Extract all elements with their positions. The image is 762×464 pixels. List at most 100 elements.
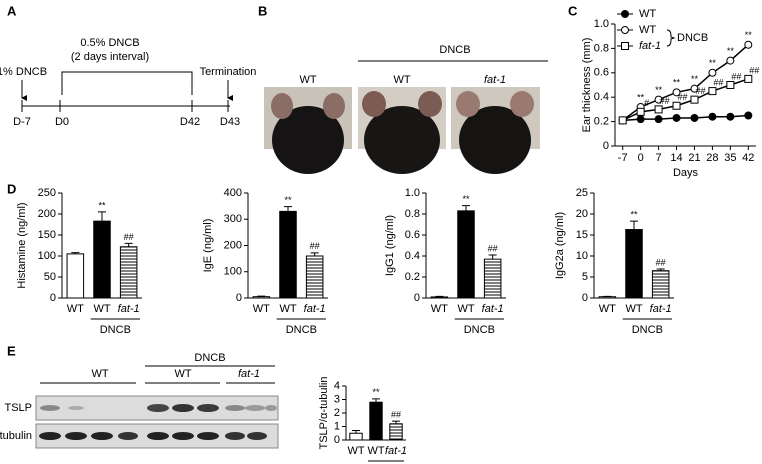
error-bar [656, 268, 665, 271]
y-tick-label: 0 [334, 434, 340, 446]
bar [369, 401, 383, 441]
y-tick-label: 0 [236, 292, 242, 304]
photo [358, 87, 446, 174]
x-tick-label: fat-1 [118, 303, 140, 315]
photo-label: WT [393, 74, 410, 86]
bar [457, 210, 475, 299]
bar [483, 258, 502, 299]
x-tick-label: WT [67, 303, 84, 315]
panel-label: B [258, 3, 267, 18]
y-tick-label: 150 [38, 229, 56, 241]
bar [625, 229, 643, 299]
error-bar [352, 430, 360, 434]
y-axis-label: Histamine (ng/ml) [16, 202, 28, 288]
error-bar [257, 295, 266, 297]
significance: ** [727, 46, 735, 56]
bar [305, 255, 324, 299]
data-point [708, 112, 717, 121]
group-label: DNCB [194, 352, 225, 364]
bar [93, 220, 111, 299]
day-label: D43 [220, 116, 240, 128]
group-label: DNCB [100, 324, 131, 336]
x-tick-label: 7 [656, 152, 662, 164]
timeline-label: 0.5% DNCB [80, 37, 139, 49]
photo-panel: DNCB WT WT fat-1 [264, 44, 548, 174]
data-point [708, 87, 717, 96]
x-tick-label: WT [625, 303, 642, 315]
y-tick-label: 0.4 [405, 250, 420, 262]
data-point [636, 115, 645, 124]
significance: ** [630, 210, 638, 220]
x-tick-label: 14 [670, 152, 682, 164]
bar [349, 432, 363, 441]
y-tick-label: 0.4 [594, 91, 609, 103]
timeline: 1% DNCB 0.5% DNCB (2 days interval) Term… [0, 37, 256, 128]
photo [264, 87, 352, 174]
significance: ## [749, 65, 759, 75]
error-bar [488, 254, 497, 260]
bar [389, 423, 403, 441]
y-axis-label: IgE (ng/ml) [202, 219, 214, 273]
x-tick-label: 28 [706, 152, 718, 164]
significance: ## [695, 86, 705, 96]
significance: ** [98, 200, 106, 210]
data-point [708, 68, 717, 77]
legend-label: fat-1 [639, 40, 661, 52]
data-point [654, 105, 663, 114]
error-bar [124, 242, 133, 247]
bar [252, 296, 271, 299]
y-tick-label: 1.0 [594, 18, 609, 30]
significance: ## [391, 409, 401, 419]
y-tick-label: 200 [38, 208, 56, 220]
y-tick-label: 0.6 [594, 67, 609, 79]
y-tick-label: 20 [576, 208, 588, 220]
x-tick-label: -7 [618, 152, 628, 164]
significance: ** [709, 58, 717, 68]
data-point [690, 84, 699, 93]
y-tick-label: 5 [582, 271, 588, 283]
y-axis-label: Ear thickness (mm) [581, 38, 593, 133]
error-bar [462, 205, 470, 211]
x-tick-label: WT [253, 303, 270, 315]
x-tick-label: WT [367, 445, 384, 457]
data-point [672, 113, 681, 122]
photo-label: WT [299, 74, 316, 86]
x-tick-label: WT [431, 303, 448, 315]
x-tick-label: fat-1 [482, 303, 504, 315]
panel-label: C [568, 3, 578, 18]
error-bar [310, 252, 319, 256]
y-tick-label: 25 [576, 187, 588, 199]
significance: ** [637, 92, 645, 102]
lane-label: fat-1 [238, 368, 260, 380]
y-tick-label: 0 [414, 292, 420, 304]
y-tick-label: 250 [38, 187, 56, 199]
error-bar [392, 420, 400, 424]
significance: ## [310, 241, 320, 251]
y-tick-label: 1 [334, 420, 340, 432]
panel-label: D [7, 181, 16, 196]
group-label: DNCB [439, 44, 470, 56]
timeline-label: 1% DNCB [0, 66, 47, 78]
y-tick-label: 100 [38, 250, 56, 262]
x-tick-label: WT [279, 303, 296, 315]
error-bar [630, 220, 638, 230]
data-point [744, 40, 753, 49]
y-axis-label: IgG2a (ng/ml) [554, 212, 566, 279]
bar [651, 270, 670, 299]
x-tick-label: WT [347, 445, 364, 457]
x-tick-label: WT [457, 303, 474, 315]
error-bar [372, 398, 380, 403]
data-point [672, 101, 681, 110]
error-bar [98, 211, 106, 222]
photo [451, 87, 540, 174]
bar [598, 296, 617, 299]
group-label: DNCB [632, 324, 663, 336]
y-tick-label: 50 [44, 271, 56, 283]
significance: ** [745, 30, 753, 40]
x-tick-label: WT [93, 303, 110, 315]
x-tick-label: 21 [688, 152, 700, 164]
row-label: α-tubulin [0, 430, 32, 442]
x-tick-label: 42 [742, 152, 754, 164]
panel-label: E [7, 343, 16, 358]
y-tick-label: 0.2 [594, 116, 609, 128]
